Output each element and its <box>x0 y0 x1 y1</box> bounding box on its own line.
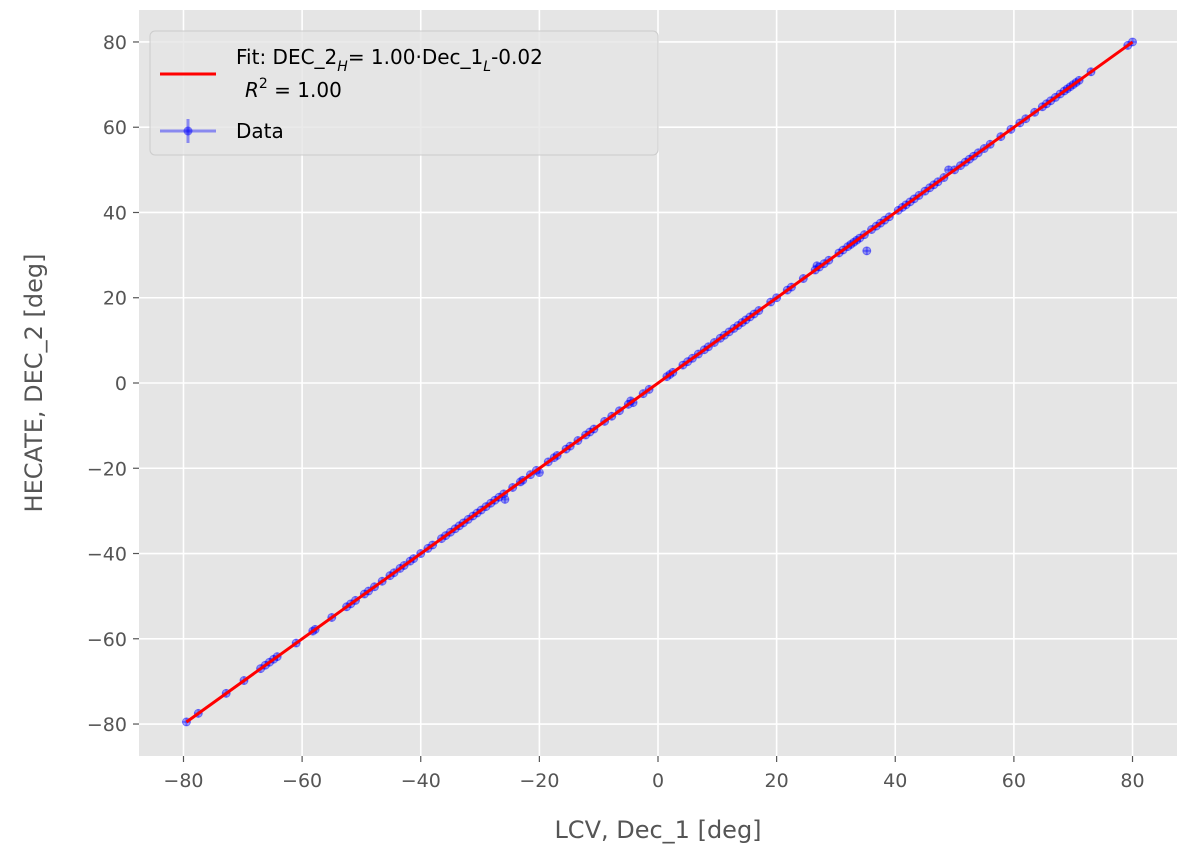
x-tick-label: 80 <box>1120 770 1144 792</box>
legend: Fit: DEC_2H= 1.00·Dec_1L-0.02 R2 = 1.00 … <box>149 30 659 156</box>
x-tick-label: 20 <box>765 770 789 792</box>
y-tick-label: 40 <box>103 202 127 224</box>
x-axis-ticks: −80 −60 −40 −20 0 20 40 60 80 <box>163 756 1145 792</box>
x-tick-label: 0 <box>652 770 664 792</box>
x-tick-label: −60 <box>282 770 322 792</box>
y-tick-label: −20 <box>87 458 127 480</box>
fit-line <box>185 40 1134 724</box>
x-tick-label: −80 <box>163 770 203 792</box>
y-axis-ticks: −80 −60 −40 −20 0 20 40 60 80 <box>87 32 139 736</box>
y-tick-label: 0 <box>115 373 127 395</box>
legend-box <box>149 30 659 156</box>
x-tick-label: 40 <box>883 770 907 792</box>
legend-fit-label: Fit: DEC_2H= 1.00·Dec_1L-0.02 <box>236 45 543 75</box>
legend-data-swatch <box>160 119 216 143</box>
y-tick-label: 60 <box>103 117 127 139</box>
legend-data-label: Data <box>236 119 284 143</box>
data-point <box>862 246 872 256</box>
y-tick-label: −80 <box>87 714 127 736</box>
y-tick-label: −40 <box>87 544 127 566</box>
legend-r2-label: R2 = 1.00 <box>245 76 342 102</box>
y-tick-label: 80 <box>103 32 127 54</box>
x-tick-label: 60 <box>1002 770 1026 792</box>
y-axis-title: HECATE, DEC_2 [deg] <box>20 254 48 513</box>
x-tick-label: −20 <box>519 770 559 792</box>
x-tick-label: −40 <box>401 770 441 792</box>
fit-line-group <box>185 40 1134 724</box>
y-tick-label: −60 <box>87 629 127 651</box>
y-tick-label: 20 <box>103 288 127 310</box>
data-point <box>500 494 510 504</box>
x-axis-title: LCV, Dec_1 [deg] <box>554 816 761 844</box>
